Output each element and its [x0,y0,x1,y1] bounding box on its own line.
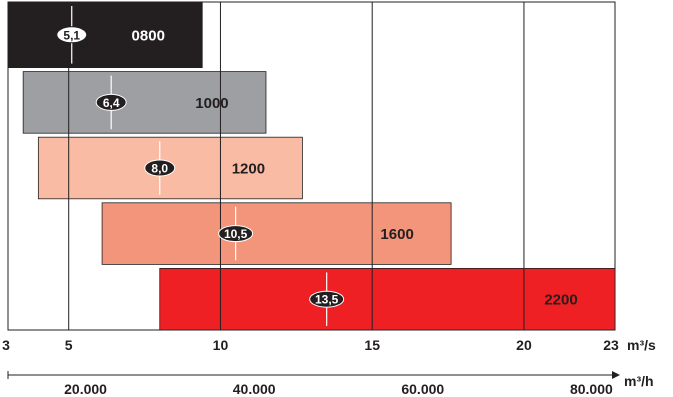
bar-label-2200: 2200 [544,292,577,309]
bars-layer [7,1,616,331]
bar-2200 [159,267,616,331]
x2-tick-60000: 60.000 [401,381,444,397]
marker-badge-1200 [144,159,176,177]
bar-0800 [7,1,203,68]
marker-label-1600: 10,5 [224,227,248,241]
marker-badge-0800 [56,26,88,44]
x-axis: 3 5 10 15 20 23 m³/s [2,337,656,353]
x-tick-5: 5 [65,337,73,353]
x2-tick-20000: 20.000 [64,381,107,397]
marker-badge-1000 [95,93,127,111]
x-tick-15: 15 [364,337,380,353]
marker-label-1200: 8,0 [151,162,168,176]
bar-1600 [101,202,452,265]
bar-label-1000: 1000 [195,95,228,112]
x-tick-23: 23 [603,337,619,353]
markers-layer: 5,1 0800 6,4 1000 8,0 1200 10,5 1600 13,5 2200 [56,6,578,326]
x2-unit-m3h: m³/h [624,373,654,389]
marker-badge-1600 [218,225,254,243]
marker-badge-2200 [309,290,345,308]
secondary-axis-arrow [612,371,620,379]
x2-tick-40000: 40.000 [233,381,276,397]
marker-label-1000: 6,4 [103,96,120,110]
grid-layer [68,2,525,330]
marker-label-0800: 5,1 [63,28,80,42]
bar-1000 [22,71,267,134]
bar-label-0800: 0800 [132,27,165,44]
secondary-x-axis: 20.000 40.000 60.000 80.000 m³/h [7,371,654,397]
bar-label-1200: 1200 [232,161,265,178]
x-tick-3: 3 [2,337,10,353]
x-tick-20: 20 [516,337,532,353]
x2-tick-80000: 80.000 [570,381,613,397]
marker-label-2200: 13,5 [315,293,339,307]
bar-label-1600: 1600 [380,226,413,243]
x-unit-m3s: m³/s [627,337,656,353]
x-tick-10: 10 [213,337,229,353]
